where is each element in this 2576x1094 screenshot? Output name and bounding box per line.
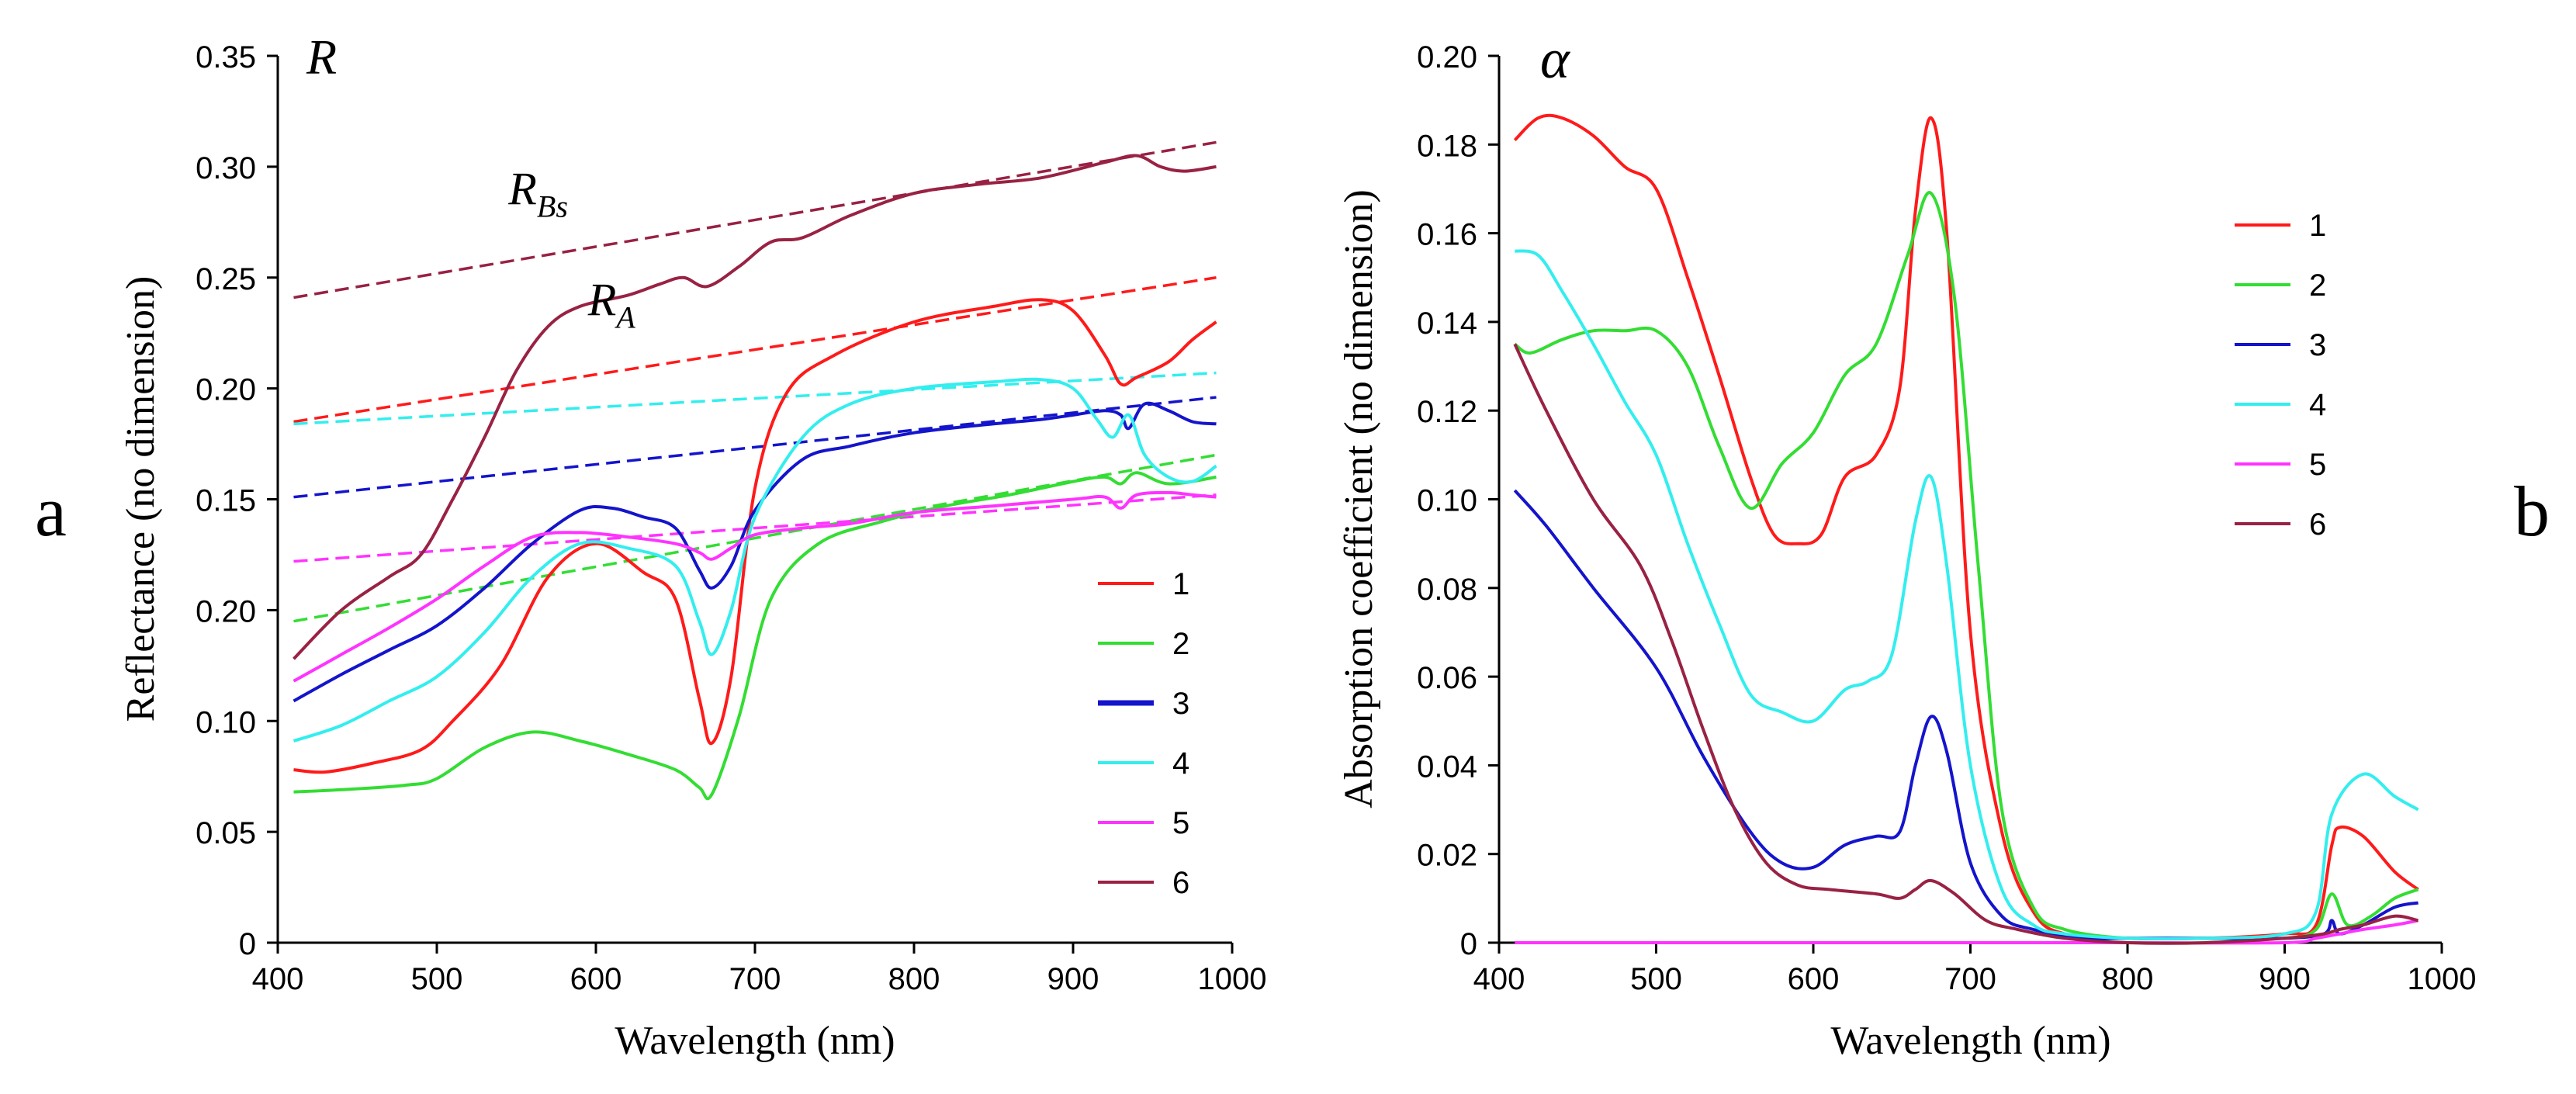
y-axis-title-b: Absorption coefficient (no dimension)	[1337, 189, 1381, 808]
legend-label-6: 6	[2309, 507, 2326, 542]
y-tick-label: 0.16	[1417, 218, 1477, 252]
y-tick-label: 0.10	[1417, 484, 1477, 518]
legend-label-6: 6	[1172, 866, 1189, 900]
x-ticks-b: 400 500 600 700 800 900 1000	[1473, 943, 2477, 996]
x-tick-label: 1000	[1198, 962, 1267, 996]
y-axis-title-a: Reflectance (no dimension)	[119, 276, 163, 722]
reference-line	[293, 276, 1217, 424]
corner-label-r: R	[306, 29, 337, 85]
x-tick-label: 700	[1944, 962, 1996, 996]
x-axis-title-b: Wavelength (nm)	[1830, 1019, 2110, 1063]
y-tick-label: 0.08	[1417, 573, 1477, 607]
series-line-4	[293, 377, 1217, 743]
series-b	[1513, 113, 2419, 945]
y-tick-label: 0.10	[196, 705, 256, 739]
y-tick-label: 0.18	[1417, 129, 1477, 163]
series-a	[293, 154, 1217, 801]
legend-label-4: 4	[2309, 388, 2326, 422]
legend-label-2: 2	[1172, 627, 1189, 661]
legend-a: 1 2 3 4 5 6	[1098, 567, 1189, 900]
y-tick-label: 0	[239, 927, 256, 961]
reference-line	[293, 396, 1217, 499]
y-tick-label: 0.04	[1417, 750, 1477, 784]
series-line-6	[1513, 343, 2419, 945]
y-ticks-a: 0 0.05 0.10 0.20 0.15 0.20 0.25 0.30 0.35	[196, 40, 278, 961]
x-tick-label: 800	[2102, 962, 2154, 996]
plot-a: 0 0.05 0.10 0.20 0.15 0.20 0.25 0.30 0.35 400 500…	[196, 29, 1266, 996]
y-tick-label: 0.20	[196, 373, 256, 407]
x-tick-label: 900	[2259, 962, 2311, 996]
panel-b: b 00.020.040.060.080.100.120.140.160.180…	[1337, 28, 2550, 1063]
y-tick-label: 0.02	[1417, 839, 1477, 873]
x-tick-label: 500	[411, 962, 463, 996]
x-tick-label: 1000	[2408, 962, 2477, 996]
legend-label-4: 4	[1172, 746, 1189, 781]
legend-label-3: 3	[1172, 687, 1189, 721]
y-tick-label: 0.15	[196, 484, 256, 518]
x-tick-label: 500	[1630, 962, 1682, 996]
series-line-1	[1513, 113, 2419, 940]
x-axis-title-a: Wavelength (nm)	[615, 1019, 895, 1063]
annotation-Bs: RBs	[507, 163, 568, 223]
legend-label-5: 5	[1172, 806, 1189, 840]
legend-label-2: 2	[2309, 268, 2326, 303]
reference-lines-a	[293, 140, 1217, 623]
reference-line	[293, 140, 1217, 299]
x-tick-label: 600	[1788, 962, 1840, 996]
reference-line	[293, 371, 1217, 426]
series-line-1	[293, 298, 1217, 774]
series-line-2	[293, 471, 1217, 801]
y-tick-label: 0.35	[196, 40, 256, 74]
legend-label-3: 3	[2309, 328, 2326, 362]
x-tick-label: 800	[888, 962, 940, 996]
panel-label-b: b	[2514, 472, 2550, 551]
x-tick-label: 700	[729, 962, 781, 996]
y-tick-label: 0.20	[196, 594, 256, 628]
annotation-A: RA	[587, 274, 636, 334]
y-tick-label: 0.05	[196, 816, 256, 850]
x-tick-label: 400	[1473, 962, 1525, 996]
y-tick-label: 0.25	[196, 262, 256, 296]
x-tick-label: 600	[570, 962, 622, 996]
y-tick-label: 0.20	[1417, 40, 1477, 74]
legend-label-1: 1	[1172, 567, 1189, 601]
series-line-4	[1514, 249, 2419, 940]
plot-b: 0 0.02 0.04 0.06 0.08 0.10 0.12 0.14 0.16 0.18 0.2…	[1417, 28, 2476, 996]
series-line-5	[293, 490, 1217, 683]
x-tick-label: 900	[1047, 962, 1099, 996]
reference-line	[293, 493, 1217, 563]
y-tick-label: 0.12	[1417, 395, 1477, 429]
series-line-6	[293, 154, 1217, 660]
y-tick-label: 0	[1460, 927, 1477, 961]
x-tick-label: 400	[252, 962, 304, 996]
legend-b: 1 2 3 4 5 6	[2235, 209, 2326, 542]
y-ticks-b: 0 0.02 0.04 0.06 0.08 0.10 0.12 0.14 0.16 0.18 0.2…	[1417, 40, 1499, 961]
legend-label-5: 5	[2309, 448, 2326, 482]
panel-a: a 0 0.05 0.10 0.20 0.15 0.20 0.25 0.30 0.35 400 5…	[35, 29, 1266, 1063]
x-ticks-a: 400 500 600 700 800 900 1000	[252, 943, 1267, 996]
panel-label-a: a	[35, 472, 67, 551]
y-tick-label: 0.06	[1417, 661, 1477, 695]
y-tick-label: 0.30	[196, 151, 256, 185]
y-tick-label: 0.14	[1417, 306, 1477, 341]
legend-label-1: 1	[2309, 209, 2326, 243]
annotations-a: RBs RA	[507, 163, 635, 334]
corner-label-alpha: α	[1540, 28, 1570, 90]
